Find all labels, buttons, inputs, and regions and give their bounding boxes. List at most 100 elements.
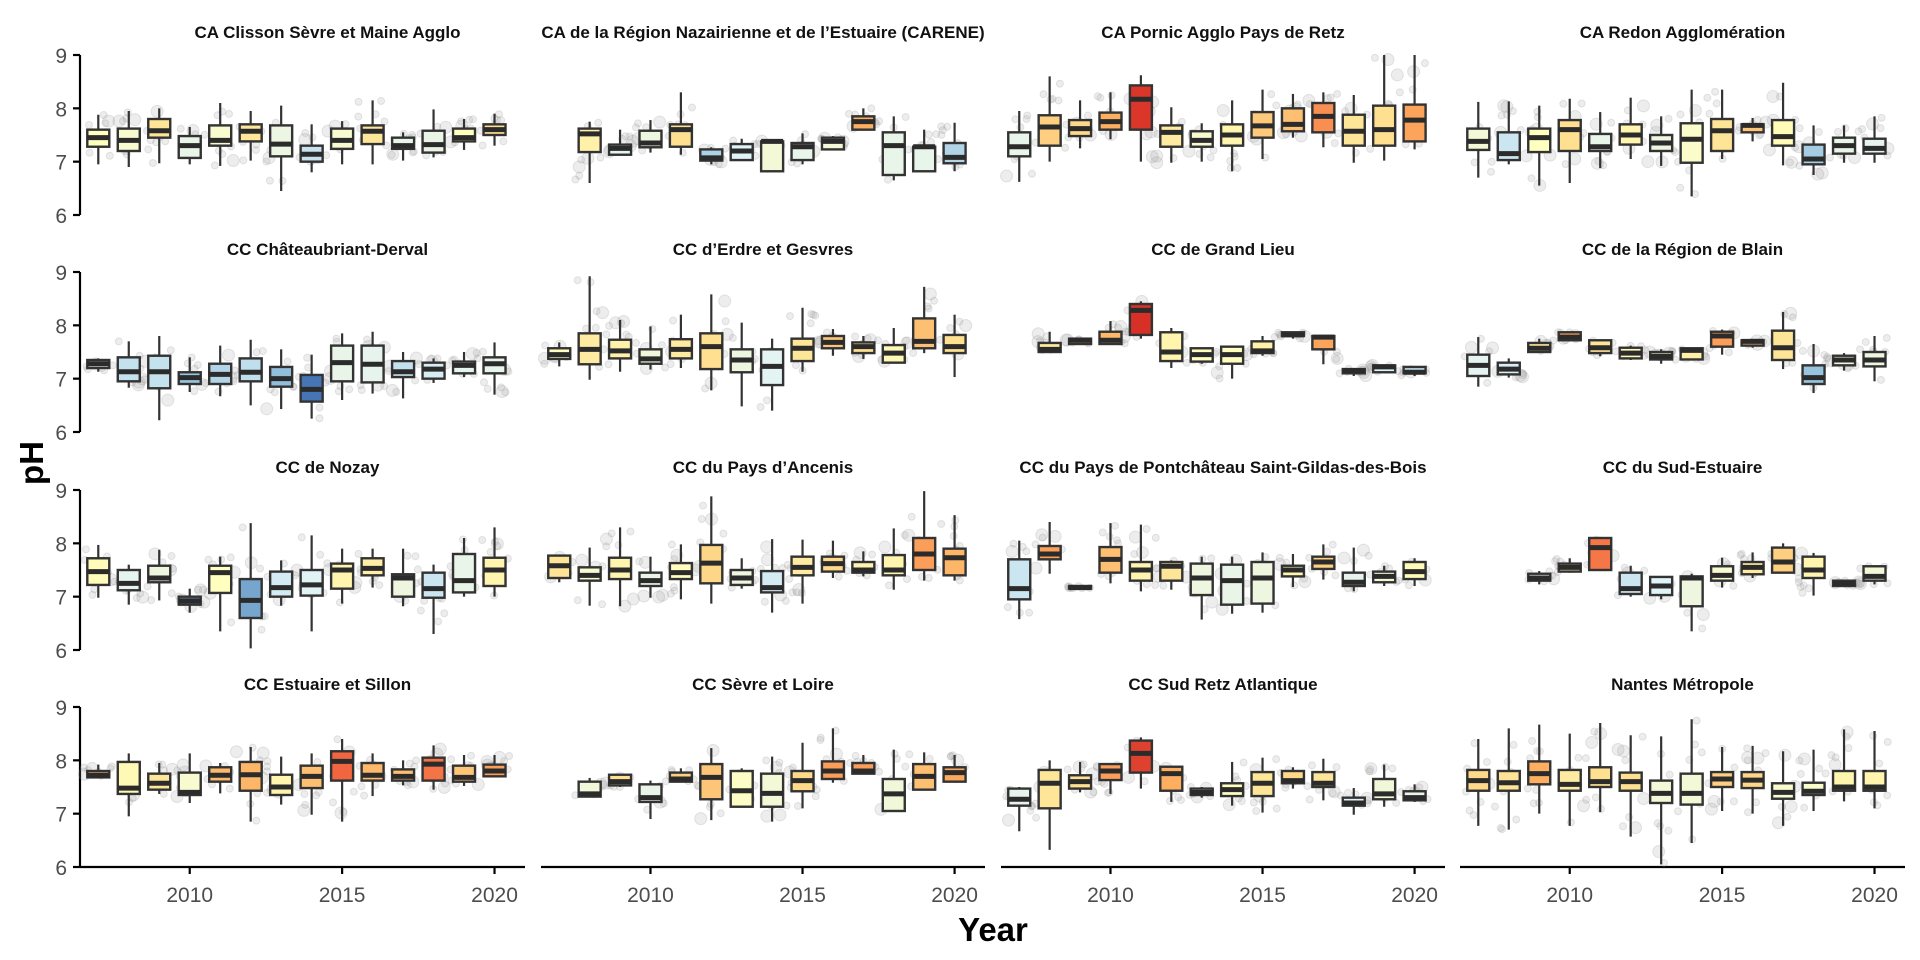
- data-point: [1009, 539, 1018, 548]
- panel-title: CA de la Région Nazairienne et de l’Estu…: [541, 23, 984, 42]
- data-point: [626, 592, 640, 606]
- data-point: [1035, 528, 1049, 542]
- y-tick-label: 8: [55, 533, 67, 556]
- iqr-box: [1801, 555, 1826, 580]
- data-point: [1490, 802, 1499, 811]
- data-point: [959, 319, 973, 333]
- box-2011: [1588, 339, 1613, 357]
- data-point: [1145, 150, 1159, 164]
- data-point: [1176, 796, 1185, 805]
- box-2011: [668, 92, 694, 155]
- iqr-box: [1557, 118, 1582, 153]
- y-tick-label: 7: [55, 804, 67, 827]
- data-point: [873, 336, 882, 345]
- facet-panel: CC de Grand Lieu: [1031, 240, 1431, 383]
- box-2010: [177, 127, 202, 165]
- box-2008: [1496, 728, 1521, 830]
- data-point: [631, 123, 640, 132]
- data-point: [229, 745, 243, 759]
- box-2017: [1770, 312, 1796, 370]
- data-point: [1696, 608, 1710, 622]
- box-2015: [329, 548, 355, 604]
- data-point: [909, 348, 918, 357]
- data-point: [265, 176, 274, 185]
- y-tick-label: 9: [55, 45, 67, 68]
- data-point: [333, 735, 342, 744]
- data-point: [79, 763, 88, 772]
- data-point: [661, 363, 670, 372]
- facet-panel: CA de la Région Nazairienne et de l’Estu…: [541, 23, 985, 184]
- data-point: [1652, 845, 1666, 859]
- data-point: [1388, 764, 1397, 773]
- data-point: [128, 113, 142, 127]
- jitter-points: [1460, 306, 1891, 392]
- y-tick-label: 6: [55, 857, 67, 880]
- data-point: [1611, 742, 1625, 756]
- box-2020: [482, 755, 507, 778]
- facet-panel: CC d’Erdre et Gesvres: [538, 240, 973, 412]
- panel-title: CA Pornic Agglo Pays de Retz: [1101, 23, 1344, 42]
- box-2019: [911, 286, 937, 354]
- iqr-box: [421, 571, 446, 599]
- data-point: [706, 743, 720, 757]
- data-point: [495, 384, 509, 398]
- data-point: [1841, 124, 1850, 133]
- data-point: [1093, 92, 1102, 101]
- box-2007: [1007, 540, 1032, 620]
- data-point: [762, 396, 771, 405]
- data-point: [666, 360, 675, 369]
- data-point: [573, 276, 582, 285]
- box-2010: [177, 357, 202, 392]
- box-2012: [1618, 345, 1643, 360]
- data-point: [902, 528, 916, 542]
- data-point: [1729, 797, 1738, 806]
- data-point: [1016, 123, 1025, 132]
- data-point: [148, 547, 162, 561]
- data-point: [1150, 156, 1164, 170]
- box-2015: [329, 739, 355, 822]
- panel-title: CC du Pays de Pontchâteau Saint-Gildas-d…: [1019, 458, 1426, 477]
- box-2012: [1159, 560, 1184, 590]
- box-2017: [390, 760, 416, 786]
- data-point: [505, 751, 514, 760]
- data-point: [1332, 354, 1341, 363]
- data-point: [1151, 533, 1160, 542]
- data-point: [1800, 803, 1809, 812]
- box-2012: [1618, 735, 1643, 837]
- box-2014: [299, 354, 324, 419]
- data-point: [225, 784, 234, 793]
- box-2011: [1588, 112, 1613, 169]
- data-point: [669, 583, 678, 592]
- data-point: [433, 354, 442, 363]
- data-point: [167, 589, 176, 598]
- data-point: [143, 582, 152, 591]
- data-point: [332, 334, 341, 343]
- data-point: [1737, 549, 1746, 558]
- data-point: [1577, 99, 1586, 108]
- box-2017: [851, 336, 876, 359]
- data-point: [1272, 755, 1281, 764]
- box-2015: [329, 121, 355, 165]
- y-tick-label: 6: [55, 205, 67, 228]
- data-point: [1591, 793, 1600, 802]
- iqr-box: [329, 562, 355, 590]
- data-point: [1664, 826, 1673, 835]
- box-2020: [1402, 784, 1427, 802]
- data-point: [1577, 799, 1591, 813]
- box-2008: [1037, 76, 1062, 162]
- iqr-box: [911, 145, 937, 173]
- data-point: [851, 332, 860, 341]
- iqr-box: [116, 568, 141, 592]
- data-point: [1637, 792, 1651, 806]
- box-2019: [451, 755, 477, 786]
- facet-panel: CA Redon Agglomération: [1466, 23, 1895, 199]
- box-2015: [1250, 757, 1275, 813]
- data-point: [1420, 59, 1429, 68]
- data-point: [1395, 88, 1404, 97]
- box-2020: [482, 113, 507, 146]
- y-tick-label: 9: [55, 262, 67, 285]
- data-point: [540, 359, 549, 368]
- box-2014: [759, 138, 785, 173]
- data-point: [1621, 756, 1630, 765]
- y-tick-label: 6: [55, 640, 67, 663]
